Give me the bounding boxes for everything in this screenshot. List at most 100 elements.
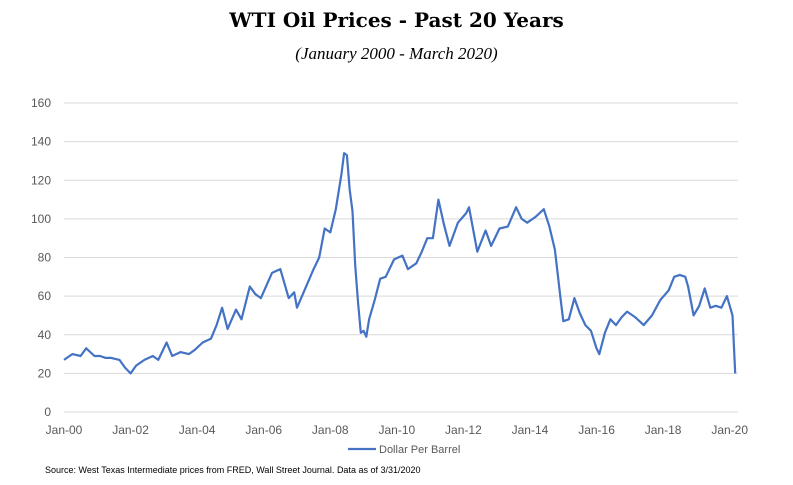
data-point — [210, 338, 212, 340]
data-point — [715, 305, 717, 307]
y-tick-label: 140 — [31, 135, 51, 149]
data-point — [443, 224, 445, 226]
data-point — [432, 237, 434, 239]
data-point — [374, 299, 376, 301]
data-point — [216, 324, 218, 326]
data-point — [659, 299, 661, 301]
y-tick-label: 20 — [38, 366, 52, 380]
data-point — [288, 297, 290, 299]
y-tick-label: 0 — [44, 405, 51, 419]
data-point — [324, 228, 326, 230]
data-point — [124, 367, 126, 369]
data-point — [562, 320, 564, 322]
data-point — [704, 287, 706, 289]
data-point — [346, 154, 348, 156]
data-point — [254, 293, 256, 295]
data-point — [485, 229, 487, 231]
data-point — [698, 305, 700, 307]
data-point — [349, 189, 351, 191]
data-point — [421, 251, 423, 253]
data-point — [171, 355, 173, 357]
data-point — [249, 285, 251, 287]
data-point — [363, 330, 365, 332]
data-point — [554, 249, 556, 251]
y-tick-label: 120 — [31, 173, 51, 187]
data-point — [590, 330, 592, 332]
data-point — [673, 276, 675, 278]
data-point — [179, 351, 181, 353]
data-point — [634, 316, 636, 318]
legend-label: Dollar Per Barrel — [379, 444, 460, 456]
y-tick-label: 40 — [38, 328, 52, 342]
data-point — [80, 355, 82, 357]
data-point — [241, 318, 243, 320]
data-point — [293, 291, 295, 293]
x-tick-label: Jan-12 — [445, 423, 482, 437]
chart-subtitle: (January 2000 - March 2020) — [295, 44, 498, 63]
data-point — [385, 276, 387, 278]
data-point — [726, 295, 728, 297]
data-point — [449, 245, 451, 247]
x-tick-label: Jan-06 — [245, 423, 282, 437]
data-point — [279, 268, 281, 270]
x-tick-label: Jan-02 — [112, 423, 149, 437]
y-tick-label: 80 — [38, 251, 52, 265]
data-point — [157, 359, 159, 361]
x-tick-label: Jan-04 — [179, 423, 216, 437]
x-axis-ticks: Jan-00 Jan-02 Jan-04 Jan-06 Jan-08 Jan-10 Jan-… — [46, 423, 749, 437]
data-point — [85, 347, 87, 349]
data-point — [335, 208, 337, 210]
data-point — [626, 311, 628, 313]
data-point — [573, 297, 575, 299]
data-point — [313, 268, 315, 270]
data-point — [548, 226, 550, 228]
data-point — [99, 355, 101, 357]
data-point — [559, 297, 561, 299]
data-point — [498, 228, 500, 230]
data-point — [596, 347, 598, 349]
data-point — [507, 226, 509, 228]
data-point — [271, 272, 273, 274]
data-point — [426, 237, 428, 239]
data-point — [343, 152, 345, 154]
data-point — [166, 341, 168, 343]
data-point — [235, 309, 237, 311]
x-tick-label: Jan-16 — [578, 423, 615, 437]
data-point — [368, 318, 370, 320]
data-point — [143, 359, 145, 361]
data-point — [526, 222, 528, 224]
data-point — [393, 258, 395, 260]
data-point — [457, 222, 459, 224]
data-point — [543, 208, 545, 210]
data-point — [615, 324, 617, 326]
data-point — [651, 314, 653, 316]
data-point — [357, 301, 359, 303]
y-axis-ticks: 0 20 40 60 80 100 120 140 160 — [31, 96, 51, 419]
data-point — [579, 313, 581, 315]
data-point — [731, 314, 733, 316]
data-point — [598, 353, 600, 355]
data-point — [296, 307, 298, 309]
data-point — [118, 359, 120, 361]
x-tick-label: Jan-14 — [512, 423, 549, 437]
x-tick-label: Jan-20 — [711, 423, 748, 437]
data-point — [202, 341, 204, 343]
data-point — [227, 328, 229, 330]
data-point — [354, 264, 356, 266]
data-point — [465, 212, 467, 214]
data-point — [329, 231, 331, 233]
data-point — [260, 297, 262, 299]
data-point — [360, 332, 362, 334]
data-point — [621, 316, 623, 318]
y-tick-label: 160 — [31, 96, 51, 110]
data-point — [437, 199, 439, 201]
data-point — [468, 206, 470, 208]
y-tick-label: 60 — [38, 289, 52, 303]
legend: Dollar Per Barrel — [348, 444, 460, 456]
data-point — [584, 324, 586, 326]
data-point — [221, 307, 223, 309]
data-point — [693, 314, 695, 316]
data-point — [684, 276, 686, 278]
data-point — [668, 289, 670, 291]
